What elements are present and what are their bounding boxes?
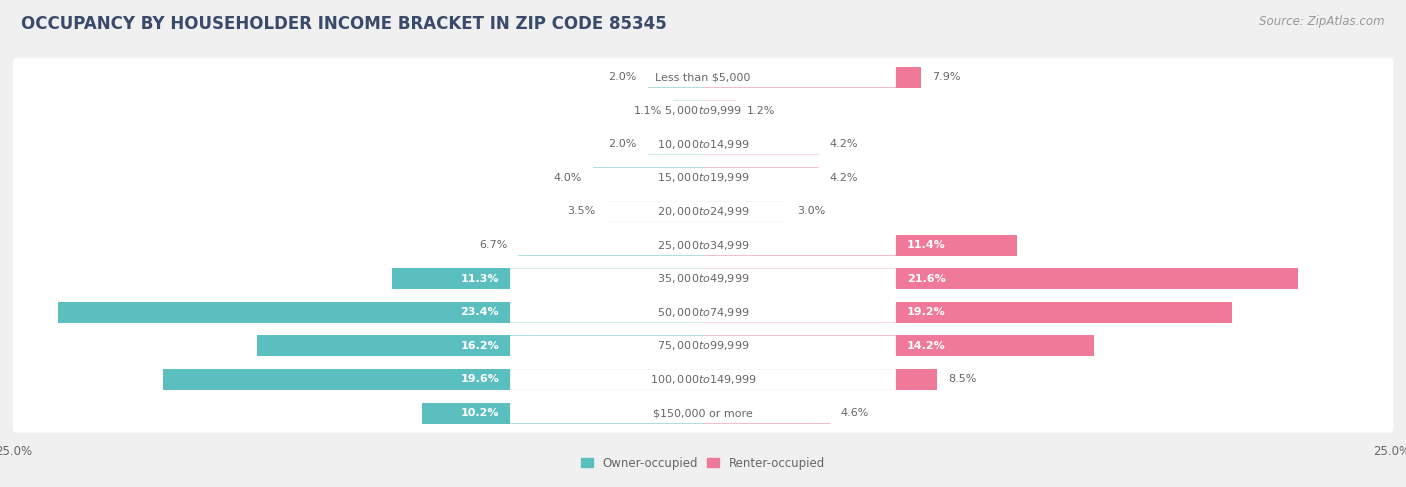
Bar [606,201,703,222]
Text: 2.0%: 2.0% [609,139,637,150]
FancyBboxPatch shape [13,360,1393,399]
Text: $20,000 to $24,999: $20,000 to $24,999 [657,205,749,218]
FancyBboxPatch shape [13,259,1393,298]
Bar [392,268,510,289]
Bar [703,268,1298,289]
FancyBboxPatch shape [13,57,1393,96]
Text: 7.9%: 7.9% [932,72,960,82]
Text: 16.2%: 16.2% [460,341,499,351]
Legend: Owner-occupied, Renter-occupied: Owner-occupied, Renter-occupied [576,452,830,475]
FancyBboxPatch shape [510,369,896,390]
Bar [703,134,818,155]
FancyBboxPatch shape [510,67,896,88]
Bar [648,67,703,88]
FancyBboxPatch shape [13,158,1393,197]
Bar [703,302,1232,323]
Bar [392,268,703,289]
FancyBboxPatch shape [510,336,896,356]
Text: 14.2%: 14.2% [907,341,946,351]
Text: Source: ZipAtlas.com: Source: ZipAtlas.com [1260,15,1385,28]
FancyBboxPatch shape [510,268,896,289]
Bar [519,235,703,256]
Text: 21.6%: 21.6% [907,274,946,284]
Text: $150,000 or more: $150,000 or more [654,408,752,418]
Bar [256,336,703,356]
Text: 10.2%: 10.2% [461,408,499,418]
Text: 1.2%: 1.2% [747,106,776,116]
Text: 4.0%: 4.0% [554,173,582,183]
FancyBboxPatch shape [13,293,1393,332]
Bar [703,369,938,390]
Text: $15,000 to $19,999: $15,000 to $19,999 [657,171,749,185]
FancyBboxPatch shape [510,235,896,256]
Bar [422,403,703,424]
Text: 8.5%: 8.5% [948,375,977,385]
FancyBboxPatch shape [13,125,1393,164]
Bar [896,302,1232,323]
Bar [703,67,921,88]
Text: OCCUPANCY BY HOUSEHOLDER INCOME BRACKET IN ZIP CODE 85345: OCCUPANCY BY HOUSEHOLDER INCOME BRACKET … [21,15,666,33]
Text: 2.0%: 2.0% [609,72,637,82]
Text: $35,000 to $49,999: $35,000 to $49,999 [657,272,749,285]
FancyBboxPatch shape [13,192,1393,231]
FancyBboxPatch shape [510,168,896,188]
Text: 3.0%: 3.0% [797,206,825,217]
FancyBboxPatch shape [13,91,1393,130]
FancyBboxPatch shape [510,302,896,323]
Text: $50,000 to $74,999: $50,000 to $74,999 [657,306,749,319]
Bar [593,168,703,188]
FancyBboxPatch shape [510,100,896,121]
Text: 6.7%: 6.7% [479,240,508,250]
Bar [703,201,786,222]
Bar [422,403,510,424]
Bar [703,336,1094,356]
Text: 11.4%: 11.4% [907,240,946,250]
FancyBboxPatch shape [510,201,896,222]
Text: 19.2%: 19.2% [907,307,946,318]
Text: 19.6%: 19.6% [460,375,499,385]
FancyBboxPatch shape [13,393,1393,432]
Bar [896,369,938,390]
Text: 11.3%: 11.3% [461,274,499,284]
Text: $25,000 to $34,999: $25,000 to $34,999 [657,239,749,252]
Bar [648,134,703,155]
Bar [703,403,830,424]
FancyBboxPatch shape [510,134,896,155]
Text: 4.2%: 4.2% [830,139,858,150]
FancyBboxPatch shape [510,403,896,424]
Bar [703,100,737,121]
Bar [58,302,510,323]
Bar [256,336,510,356]
Text: $75,000 to $99,999: $75,000 to $99,999 [657,339,749,353]
Bar [896,336,1094,356]
Text: Less than $5,000: Less than $5,000 [655,72,751,82]
Bar [163,369,703,390]
Bar [672,100,703,121]
Text: 4.6%: 4.6% [841,408,869,418]
Bar [896,67,921,88]
Bar [58,302,703,323]
Text: $10,000 to $14,999: $10,000 to $14,999 [657,138,749,151]
FancyBboxPatch shape [13,326,1393,365]
Bar [896,268,1298,289]
Bar [163,369,510,390]
Text: 3.5%: 3.5% [567,206,596,217]
Bar [703,168,818,188]
FancyBboxPatch shape [13,225,1393,264]
Text: 1.1%: 1.1% [634,106,662,116]
Text: $100,000 to $149,999: $100,000 to $149,999 [650,373,756,386]
Text: $5,000 to $9,999: $5,000 to $9,999 [664,104,742,117]
Text: 4.2%: 4.2% [830,173,858,183]
Bar [703,235,1017,256]
Text: 23.4%: 23.4% [460,307,499,318]
Bar [896,235,1017,256]
